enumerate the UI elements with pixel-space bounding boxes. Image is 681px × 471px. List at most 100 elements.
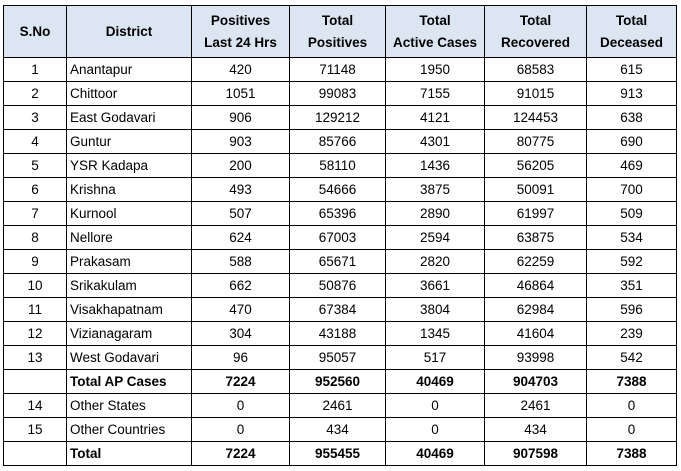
cell-sno: 2 — [3, 81, 67, 106]
cell-recovered: 907598 — [484, 441, 587, 466]
cell-positives-24h: 0 — [191, 417, 290, 442]
cell-positives-24h: 493 — [191, 177, 290, 202]
cell-active-cases: 3875 — [385, 177, 485, 202]
cell-positives-24h: 304 — [191, 321, 290, 346]
cell-deceased: 239 — [586, 321, 677, 346]
cell-sno: 14 — [3, 393, 67, 418]
cell-deceased: 7388 — [586, 369, 677, 394]
cell-sno: 10 — [3, 273, 67, 298]
cell-recovered: 56205 — [484, 153, 587, 178]
table-row: 10 Srikakulam 662 50876 3661 46864 351 — [3, 273, 677, 298]
header-total-positives-line1: Total — [321, 12, 354, 28]
header-positives-24h: Positives Last 24 Hrs — [191, 5, 290, 58]
cell-district: Krishna — [66, 177, 192, 202]
cell-active-cases: 4121 — [385, 105, 485, 130]
cell-total-positives: 85766 — [289, 129, 386, 154]
cell-deceased: 615 — [586, 57, 677, 82]
cell-active-cases: 1950 — [385, 57, 485, 82]
cell-deceased: 534 — [586, 225, 677, 250]
cell-total-positives: 54666 — [289, 177, 386, 202]
total-ap-row: Total AP Cases 7224 952560 40469 904703 7388 — [3, 369, 677, 394]
table-row: 11 Visakhapatnam 470 67384 3804 62984 596 — [3, 297, 677, 322]
table-row: 6 Krishna 493 54666 3875 50091 700 — [3, 177, 677, 202]
header-positives-24h-line1: Positives — [210, 12, 271, 28]
cell-recovered: 41604 — [484, 321, 587, 346]
cell-active-cases: 1345 — [385, 321, 485, 346]
table-row: 4 Guntur 903 85766 4301 80775 690 — [3, 129, 677, 154]
header-recovered-line2: Recovered — [500, 34, 571, 50]
cell-district: Nellore — [66, 225, 192, 250]
cell-active-cases: 3804 — [385, 297, 485, 322]
cell-deceased: 0 — [586, 393, 677, 418]
cell-total-positives: 434 — [289, 417, 386, 442]
cell-recovered: 124453 — [484, 105, 587, 130]
table-row: 5 YSR Kadapa 200 58110 1436 56205 469 — [3, 153, 677, 178]
header-active-cases-line2: Active Cases — [392, 34, 478, 50]
cell-district: Other Countries — [66, 417, 192, 442]
cell-deceased: 596 — [586, 297, 677, 322]
cell-total-positives: 99083 — [289, 81, 386, 106]
cell-sno: 1 — [3, 57, 67, 82]
cell-district: Srikakulam — [66, 273, 192, 298]
cell-active-cases: 4301 — [385, 129, 485, 154]
cell-total-positives: 67003 — [289, 225, 386, 250]
header-total-positives-line2: Positives — [307, 34, 368, 50]
table-row: 1 Anantapur 420 71148 1950 68583 615 — [3, 57, 677, 82]
cell-total-positives: 71148 — [289, 57, 386, 82]
table-row: 12 Vizianagaram 304 43188 1345 41604 239 — [3, 321, 677, 346]
header-recovered-line1: Total — [519, 12, 552, 28]
table-row: 2 Chittoor 1051 99083 7155 91015 913 — [3, 81, 677, 106]
cell-positives-24h: 0 — [191, 393, 290, 418]
cell-positives-24h: 200 — [191, 153, 290, 178]
cell-sno: 11 — [3, 297, 67, 322]
cell-total-positives: 955455 — [289, 441, 386, 466]
covid-district-table: S.No District Positives Last 24 Hrs Total… — [3, 5, 677, 466]
cell-positives-24h: 662 — [191, 273, 290, 298]
header-deceased: Total Deceased — [586, 5, 677, 58]
cell-deceased: 700 — [586, 177, 677, 202]
cell-active-cases: 40469 — [385, 369, 485, 394]
header-sno-label: S.No — [19, 23, 51, 39]
cell-deceased: 542 — [586, 345, 677, 370]
cell-total-positives: 43188 — [289, 321, 386, 346]
cell-total-positives: 67384 — [289, 297, 386, 322]
cell-sno — [3, 441, 67, 466]
cell-sno: 7 — [3, 201, 67, 226]
covid-district-table-container: S.No District Positives Last 24 Hrs Total… — [3, 5, 677, 466]
cell-district: Vizianagaram — [66, 321, 192, 346]
cell-deceased: 469 — [586, 153, 677, 178]
cell-active-cases: 1436 — [385, 153, 485, 178]
cell-active-cases: 0 — [385, 417, 485, 442]
cell-district: Total AP Cases — [66, 369, 192, 394]
cell-district: Total — [66, 441, 192, 466]
cell-active-cases: 7155 — [385, 81, 485, 106]
cell-total-positives: 65671 — [289, 249, 386, 274]
cell-recovered: 2461 — [484, 393, 587, 418]
cell-district: East Godavari — [66, 105, 192, 130]
cell-total-positives: 95057 — [289, 345, 386, 370]
table-row: 13 West Godavari 96 95057 517 93998 542 — [3, 345, 677, 370]
header-deceased-line2: Deceased — [599, 34, 664, 50]
table-row: 7 Kurnool 507 65396 2890 61997 509 — [3, 201, 677, 226]
cell-sno: 3 — [3, 105, 67, 130]
cell-recovered: 904703 — [484, 369, 587, 394]
cell-district: Visakhapatnam — [66, 297, 192, 322]
cell-recovered: 61997 — [484, 201, 587, 226]
cell-sno: 12 — [3, 321, 67, 346]
cell-recovered: 63875 — [484, 225, 587, 250]
cell-active-cases: 2890 — [385, 201, 485, 226]
cell-active-cases: 2594 — [385, 225, 485, 250]
cell-positives-24h: 470 — [191, 297, 290, 322]
table-row: 15 Other Countries 0 434 0 434 0 — [3, 417, 677, 442]
cell-sno: 6 — [3, 177, 67, 202]
cell-recovered: 62984 — [484, 297, 587, 322]
cell-sno: 5 — [3, 153, 67, 178]
cell-recovered: 434 — [484, 417, 587, 442]
cell-positives-24h: 96 — [191, 345, 290, 370]
cell-district: Kurnool — [66, 201, 192, 226]
cell-total-positives: 952560 — [289, 369, 386, 394]
cell-district: Prakasam — [66, 249, 192, 274]
cell-total-positives: 50876 — [289, 273, 386, 298]
cell-positives-24h: 906 — [191, 105, 290, 130]
header-district: District — [66, 5, 192, 58]
